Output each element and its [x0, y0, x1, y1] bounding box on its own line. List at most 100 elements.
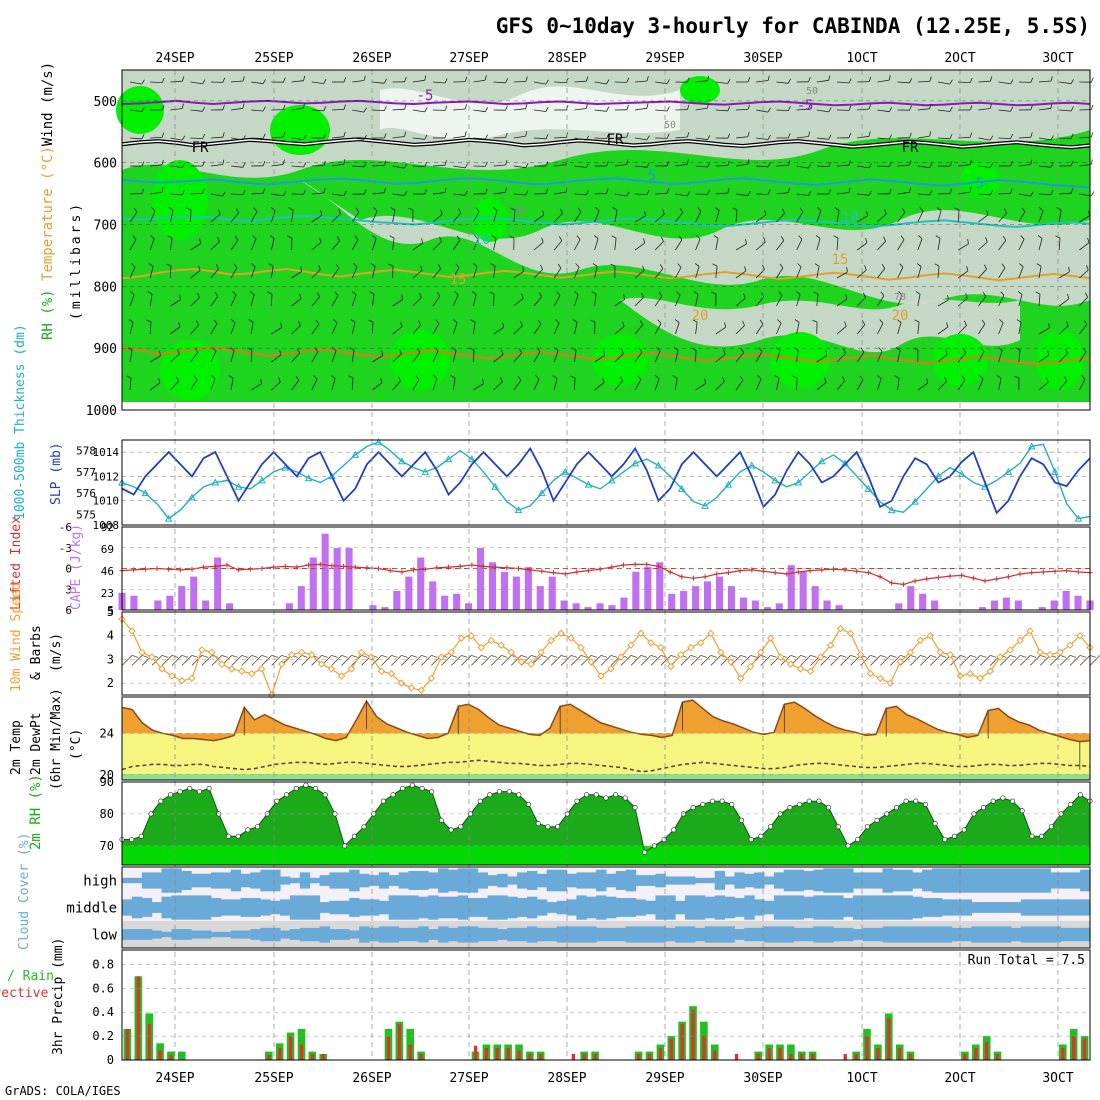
precip-convective-bar [1082, 1038, 1087, 1060]
wind-barb-flag [1085, 292, 1088, 298]
cloud-high-cell [586, 872, 597, 889]
wind-barb-flag [363, 75, 366, 81]
wind-barb [1059, 81, 1072, 85]
wind-barb [250, 266, 256, 279]
thickness-point [1074, 514, 1083, 522]
surface-barb-flag [580, 655, 588, 658]
wind-barb [210, 193, 223, 197]
wind-barb [412, 352, 421, 363]
wind-barb [816, 210, 822, 223]
cloud-low-cell [329, 929, 340, 940]
surface-barb [690, 655, 702, 666]
wind-barb [554, 137, 567, 139]
wind-barb-flag [348, 375, 354, 379]
wind-barb [432, 241, 442, 251]
wind-speed-point [168, 672, 176, 680]
wind-barb-flag [714, 207, 720, 211]
cloud-high-cell [477, 872, 488, 889]
rh-point [913, 798, 919, 804]
precip-convective-bar [789, 1054, 793, 1060]
thickness-point [911, 497, 919, 505]
surface-barb [121, 655, 133, 666]
wind-barb-flag [541, 237, 544, 243]
rh-point [255, 824, 261, 830]
wind-barb [917, 322, 920, 335]
surface-barb [940, 655, 951, 666]
wind-barb [978, 108, 991, 111]
cloud-middle-cell [793, 895, 805, 920]
wind-barb-flag [929, 163, 933, 168]
wind-barb [755, 323, 764, 335]
wind-barb-flag [502, 322, 505, 328]
wind-barb [190, 297, 200, 307]
lifted-index-point [574, 569, 580, 575]
rh-contour-label: 50 [514, 206, 526, 217]
rh-point [903, 798, 909, 804]
rh-point [632, 805, 638, 811]
wind-barb [857, 165, 870, 169]
wind-barb-flag [644, 211, 646, 217]
wind-barb-flag [799, 207, 804, 213]
wind-barb-flag [234, 235, 239, 241]
wind-speed-point [587, 658, 595, 666]
precip-convective-bar [767, 1048, 771, 1060]
wind-barb [614, 193, 627, 197]
wind-barb-flag [545, 161, 549, 167]
wind-barb [957, 325, 967, 335]
surface-barb [620, 655, 632, 666]
wind-barb-flag [464, 104, 467, 110]
wind-barb [392, 210, 396, 223]
cloud-high-cell [329, 872, 340, 889]
wind-barb-flag [536, 347, 541, 352]
wind-barb [654, 241, 664, 251]
wind-barb-flag [280, 322, 282, 328]
cloud-middle-cell [645, 900, 656, 915]
wind-barb [271, 327, 282, 335]
surface-barb [1039, 655, 1051, 666]
wind-barb [877, 109, 890, 113]
lifted-index-point [142, 566, 148, 572]
wind-barb-flag [828, 75, 831, 81]
lifted-index-point [597, 566, 603, 572]
surface-barb [391, 655, 402, 666]
wind-barb-flag [813, 291, 819, 295]
cloud-high-cell [487, 875, 498, 886]
cloud-low-cell [339, 929, 350, 940]
wind-barb-flag [863, 292, 866, 298]
cloud-high-cell [734, 872, 745, 889]
wind-barb [432, 378, 438, 391]
cloud-high-cell [576, 872, 587, 889]
wind-barb-flag [417, 320, 422, 326]
wind-barb-flag [373, 207, 378, 212]
wind-barb-flag [545, 188, 548, 194]
cloud-middle-cell [151, 902, 162, 913]
cloud-middle-cell [744, 895, 755, 920]
wind-barb-flag [133, 207, 138, 213]
wind-barb [574, 137, 587, 141]
cape-bar [608, 605, 616, 610]
wind-barb-flag [218, 209, 221, 215]
surface-barb-flag [610, 655, 618, 658]
surface-barb [969, 655, 981, 666]
wind-barb-flag [314, 347, 319, 352]
wind-barb [311, 296, 321, 307]
wind-barb [190, 379, 198, 391]
cloud-middle-cell [655, 895, 666, 920]
contour-label: 5 [648, 168, 656, 184]
surface-strip [122, 402, 1090, 410]
wind-barb-flag [949, 161, 953, 167]
wind-speed-point [397, 679, 406, 687]
wind-barb-flag [316, 292, 321, 298]
date-label-top: 26SEP [352, 51, 391, 66]
wind-barb-flag [712, 263, 718, 267]
wind-barb-flag [303, 103, 305, 109]
wind-barb-flag [471, 291, 477, 295]
slp-tick-label: 1014 [93, 446, 120, 459]
wind-barb [473, 266, 478, 279]
wind-barb-flag [343, 191, 347, 196]
wind-speed-point [896, 658, 905, 666]
precip-convective-bar [963, 1054, 967, 1060]
cape-bar [202, 600, 210, 610]
wind-barb-flag [1050, 76, 1053, 82]
surface-barb [231, 655, 243, 666]
